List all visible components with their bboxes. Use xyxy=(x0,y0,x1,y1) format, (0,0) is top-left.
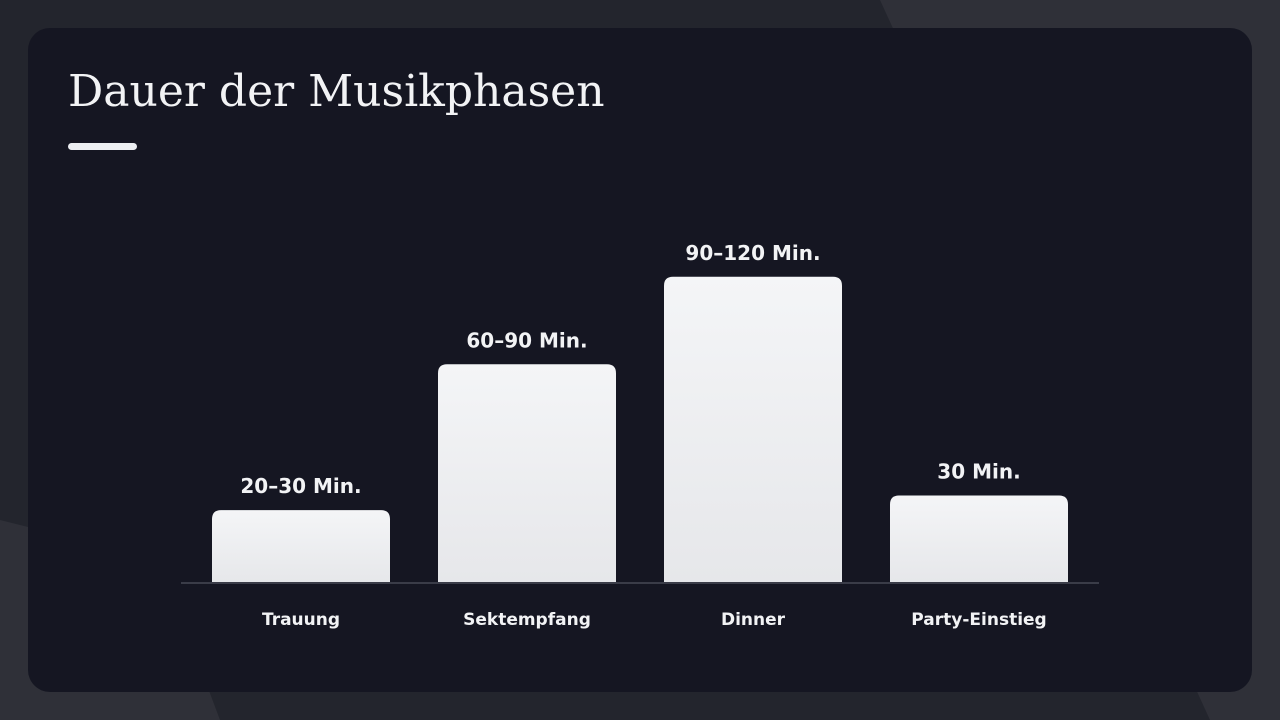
value-label: 30 Min. xyxy=(937,460,1020,484)
value-label: 90–120 Min. xyxy=(685,241,820,265)
category-label: Party-Einstieg xyxy=(911,610,1046,630)
category-label: Dinner xyxy=(721,610,786,630)
category-label: Sektempfang xyxy=(463,610,591,630)
value-label: 60–90 Min. xyxy=(466,328,587,352)
title-underline xyxy=(68,143,137,150)
labels-group: 20–30 Min. Trauung 60–90 Min. Sektempfang 90… xyxy=(240,241,1046,630)
slide-card: Dauer der Musikphasen 20–30 Min. Trauung 6… xyxy=(28,28,1252,692)
category-label: Trauung xyxy=(262,610,340,630)
bar-sektempfang xyxy=(438,364,616,583)
bar-dinner xyxy=(664,276,842,583)
bar-trauung xyxy=(212,510,390,583)
bars-group xyxy=(212,276,1068,583)
bar-party-einstieg xyxy=(890,495,1068,583)
slide-title: Dauer der Musikphasen xyxy=(68,66,605,117)
bar-chart: 20–30 Min. Trauung 60–90 Min. Sektempfang 90… xyxy=(181,241,1099,630)
value-label: 20–30 Min. xyxy=(240,474,361,498)
